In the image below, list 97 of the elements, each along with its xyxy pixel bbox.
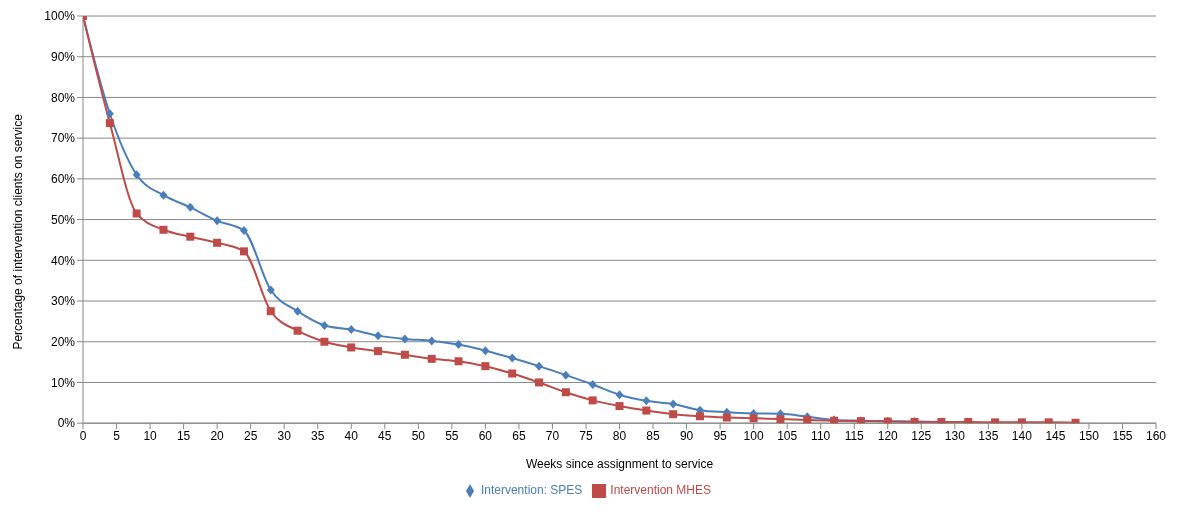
point: [132, 170, 141, 180]
point: [561, 388, 570, 397]
y-tick-label: 40%: [50, 253, 76, 268]
x-tick-label: 140: [1011, 428, 1033, 443]
x-tick-label: 45: [378, 428, 392, 443]
y-tick-label: 90%: [50, 49, 76, 64]
point: [266, 307, 275, 316]
point: [642, 406, 651, 415]
point: [588, 396, 597, 405]
x-tick-label: 20: [210, 428, 225, 443]
y-tick-label: 60%: [50, 172, 76, 187]
x-tick-label: 110: [811, 428, 831, 443]
x-tick-label: 95: [713, 428, 728, 443]
point: [481, 362, 490, 371]
x-tick-label: 5: [113, 428, 121, 443]
x-tick-label: 35: [311, 428, 325, 443]
x-tick-label: 25: [243, 428, 258, 443]
point: [722, 413, 731, 422]
y-tick-label: 0%: [57, 416, 76, 431]
x-tick-label: 90: [679, 428, 694, 443]
x-tick-label: 85: [646, 428, 661, 443]
x-tick-label: 135: [978, 428, 999, 443]
y-tick-label: 30%: [50, 294, 76, 309]
point: [695, 412, 704, 421]
x-tick-label: 55: [445, 428, 459, 443]
x-tick-label: 100: [743, 428, 764, 443]
x-tick-label: 120: [877, 428, 899, 443]
point: [615, 390, 624, 400]
x-tick-label: 115: [844, 428, 865, 443]
point: [105, 109, 114, 119]
y-tick-label: 70%: [50, 131, 76, 146]
point: [508, 369, 517, 378]
y-tick-label: 100%: [44, 9, 76, 24]
x-tick-label: 155: [1112, 428, 1133, 443]
y-axis-title: Percentage of intervention clients on service: [11, 113, 26, 350]
point: [642, 396, 651, 406]
x-tick-label: 80: [612, 428, 627, 443]
point: [535, 378, 544, 387]
x-tick-label: 15: [176, 428, 191, 443]
point: [561, 370, 570, 380]
point: [454, 357, 463, 366]
point: [159, 225, 168, 234]
y-tick-label: 80%: [50, 90, 76, 105]
x-tick-label: 60: [478, 428, 493, 443]
point: [374, 347, 383, 356]
point: [508, 353, 517, 363]
point: [964, 417, 973, 424]
point: [159, 190, 168, 200]
point: [535, 361, 544, 371]
point: [776, 415, 785, 424]
y-tick-label: 50%: [50, 212, 76, 227]
point: [186, 202, 195, 212]
x-axis-title: Weeks since assignment to service: [525, 457, 714, 472]
point: [400, 334, 409, 344]
point: [347, 343, 356, 352]
x-tick-label: 70: [545, 428, 560, 443]
point: [669, 399, 678, 409]
point: [669, 410, 678, 419]
point: [615, 402, 624, 411]
x-tick-label: 10: [143, 428, 158, 443]
y-tick-label: 10%: [50, 375, 76, 390]
point: [293, 306, 302, 316]
point: [266, 285, 275, 295]
x-tick-label: 40: [344, 428, 359, 443]
x-tick-label: 130: [944, 428, 966, 443]
point: [749, 414, 758, 423]
point: [588, 379, 597, 389]
point: [293, 326, 302, 335]
y-tick-label: 20%: [50, 335, 76, 349]
x-tick-label: 105: [777, 428, 798, 443]
x-tick-label: 50: [411, 428, 426, 443]
point: [320, 320, 329, 330]
point: [400, 350, 409, 359]
point: [213, 216, 222, 226]
point: [374, 331, 383, 341]
point: [213, 238, 222, 247]
legend-label: Intervention MHES: [610, 483, 712, 498]
point: [347, 325, 356, 335]
point: [239, 226, 248, 236]
point: [454, 340, 463, 350]
point: [427, 336, 436, 346]
point: [132, 209, 141, 218]
x-tick-label: 125: [911, 428, 932, 443]
x-tick-label: 150: [1078, 428, 1100, 443]
x-tick-label: 30: [277, 428, 292, 443]
point: [481, 346, 490, 356]
x-tick-label: 145: [1045, 428, 1066, 443]
point: [239, 247, 248, 256]
point: [320, 337, 329, 346]
legend-label: Intervention: SPES: [480, 483, 583, 498]
x-tick-label: 0: [79, 428, 87, 443]
point: [427, 354, 436, 363]
point: [105, 119, 114, 128]
x-tick-label: 160: [1145, 428, 1167, 443]
point: [186, 232, 195, 241]
x-tick-label: 75: [579, 428, 593, 443]
x-tick-label: 65: [512, 428, 526, 443]
